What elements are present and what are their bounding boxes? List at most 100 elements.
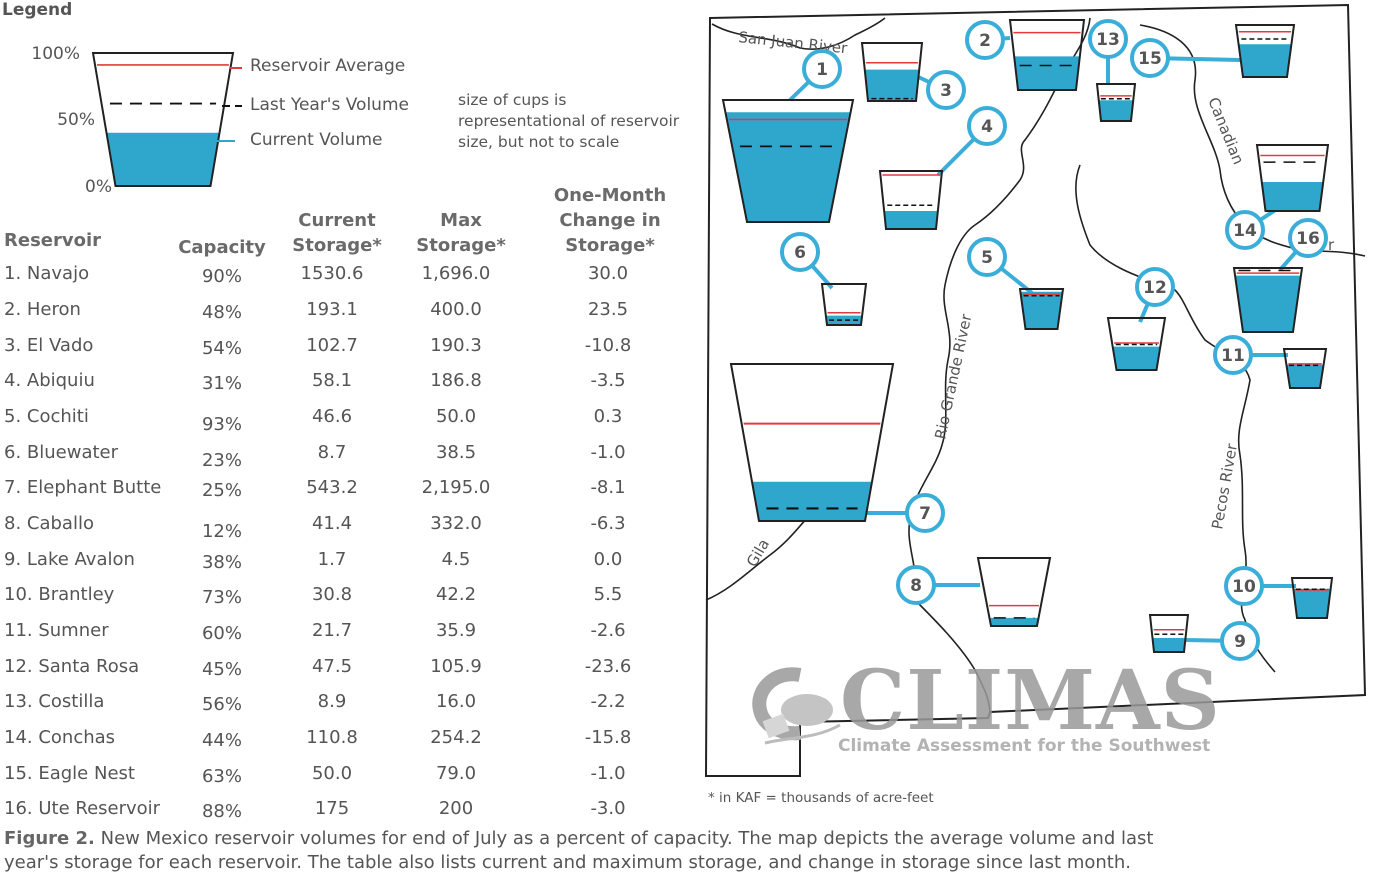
- reservoir-marker-16: 16: [1288, 218, 1328, 258]
- reservoir-marker-number: 6: [794, 243, 806, 263]
- gila-river-line: [705, 514, 811, 601]
- reservoir-cup-7-outline: [729, 363, 895, 522]
- table-row: 12. Santa Rosa 45% 47.5 105.9 -23.6: [0, 656, 700, 686]
- cell-change: 0.3: [593, 406, 623, 427]
- table-row: 4. Abiquiu 31% 58.1 186.8 -3.5: [0, 370, 700, 400]
- cell-capacity: 25%: [201, 480, 242, 501]
- cell-name: 11. Sumner: [4, 620, 109, 641]
- table-row: 16. Ute Reservoir 88% 175 200 -3.0: [0, 798, 700, 828]
- cell-name: 6. Bluewater: [4, 442, 119, 463]
- cell-capacity: 23%: [201, 450, 242, 471]
- reservoir-marker-1: 1: [802, 49, 842, 89]
- cell-current: 193.1: [306, 299, 358, 320]
- reservoir-cup-2-outline: [1008, 19, 1086, 91]
- reservoir-cup-11-outline: [1282, 348, 1328, 389]
- reservoir-marker-12: 12: [1135, 267, 1175, 307]
- reservoir-marker-11: 11: [1213, 335, 1253, 375]
- cell-name: 3. El Vado: [4, 335, 94, 356]
- cell-max: 332.0: [430, 513, 482, 534]
- header-reservoir: Reservoir: [4, 230, 102, 251]
- reservoir-marker-10: 10: [1224, 566, 1264, 606]
- reservoir-cup-5-outline: [1018, 288, 1065, 330]
- cell-capacity: 31%: [201, 373, 242, 394]
- table-row: 2. Heron 48% 193.1 400.0 23.5: [0, 299, 700, 329]
- cell-change: 23.5: [587, 299, 629, 320]
- cell-name: 1. Navajo: [4, 263, 90, 284]
- reservoir-cup-1-outline: [721, 99, 855, 223]
- reservoir-marker-number: 3: [940, 81, 952, 101]
- reservoir-marker-circle: [1225, 210, 1265, 250]
- cell-current: 47.5: [311, 656, 353, 677]
- header-current: Current Storage*: [282, 208, 392, 258]
- legend-100-label: 100%: [31, 44, 80, 64]
- reservoir-cup-9-water: [1152, 637, 1186, 652]
- cell-current: 46.6: [311, 406, 353, 427]
- legend-0-label: 0%: [85, 177, 112, 197]
- header-capacity: Capacity: [178, 237, 266, 258]
- reservoir-cup-12-outline: [1106, 317, 1167, 371]
- reservoir-marker-circle: [967, 237, 1007, 277]
- reservoir-marker-number: 13: [1096, 30, 1120, 50]
- reservoir-cup-16-water: [1235, 275, 1301, 332]
- reservoir-cup-3: [860, 42, 924, 102]
- reservoir-cup-2: [1008, 19, 1086, 91]
- reservoir-cup-15-water: [1238, 44, 1292, 77]
- reservoir-marker-15: 15: [1130, 38, 1170, 78]
- reservoir-marker-circle: [1220, 621, 1260, 661]
- reservoir-marker-circle: [967, 106, 1007, 146]
- reservoir-cup-8-water: [989, 617, 1039, 626]
- reservoir-cup-9: [1148, 614, 1190, 653]
- reservoir-marker-number: 4: [981, 117, 993, 137]
- state-outline: [704, 3, 1367, 777]
- reservoir-marker-14: 14: [1225, 210, 1265, 250]
- table-row: 9. Lake Avalon 38% 1.7 4.5 0.0: [0, 549, 700, 579]
- reservoir-cup-1: [721, 99, 855, 223]
- reservoir-cup-14-water: [1261, 181, 1324, 211]
- cell-change: -1.0: [590, 763, 626, 784]
- header-change-line1: One-Month: [553, 185, 667, 206]
- cell-current: 1530.6: [300, 263, 364, 284]
- reservoir-cup-4-outline: [878, 170, 944, 230]
- reservoir-cup-12-water: [1112, 346, 1161, 370]
- reservoir-marker-number: 1: [816, 60, 828, 80]
- reservoir-marker-5: 5: [967, 237, 1007, 277]
- reservoir-cup-13-outline: [1095, 83, 1137, 122]
- cell-max: 2,195.0: [421, 477, 491, 498]
- table-row: 5. Cochiti 93% 46.6 50.0 0.3: [0, 406, 700, 436]
- reservoir-cup-6-water: [825, 315, 863, 325]
- reservoir-cup-10: [1290, 577, 1334, 619]
- san-juan-river-line: [711, 17, 886, 50]
- header-max: Max Storage*: [406, 208, 516, 258]
- rio-grande-river-label: Rio Grande River: [931, 312, 975, 441]
- reservoir-marker-number: 8: [910, 576, 922, 596]
- reservoir-cup-11: [1282, 348, 1328, 389]
- legend-cup: [91, 52, 235, 187]
- header-change: One-Month Change in Storage*: [548, 183, 672, 258]
- cell-change: 0.0: [593, 549, 623, 570]
- reservoir-cup-9-outline: [1148, 614, 1190, 653]
- cell-change: -23.6: [584, 656, 632, 677]
- reservoir-marker-circle: [1224, 566, 1264, 606]
- cell-capacity: 48%: [201, 302, 242, 323]
- cell-max: 400.0: [430, 299, 482, 320]
- cell-capacity: 56%: [201, 694, 242, 715]
- cell-current: 21.7: [311, 620, 353, 641]
- canadian-river-label: Canadian: [1204, 95, 1247, 167]
- reservoir-cup-13-water: [1098, 100, 1134, 121]
- reservoir-marker-4: 4: [967, 106, 1007, 146]
- reservoir-cup-3-water: [864, 69, 920, 101]
- cell-capacity: 93%: [201, 414, 242, 435]
- legend-note: size of cups is representational of rese…: [458, 91, 680, 151]
- reservoir-cup-8-outline: [976, 557, 1052, 627]
- cell-max: 79.0: [435, 763, 477, 784]
- cell-change: -2.2: [590, 691, 626, 712]
- cell-current: 8.9: [317, 691, 347, 712]
- cell-max: 42.2: [435, 584, 477, 605]
- cell-max: 186.8: [430, 370, 482, 391]
- reservoir-cup-11-water: [1286, 364, 1324, 388]
- cell-max: 4.5: [441, 549, 471, 570]
- header-current-line1: Current: [298, 210, 376, 231]
- cell-name: 7. Elephant Butte: [4, 477, 162, 498]
- reservoir-marker-circle: [1288, 218, 1328, 258]
